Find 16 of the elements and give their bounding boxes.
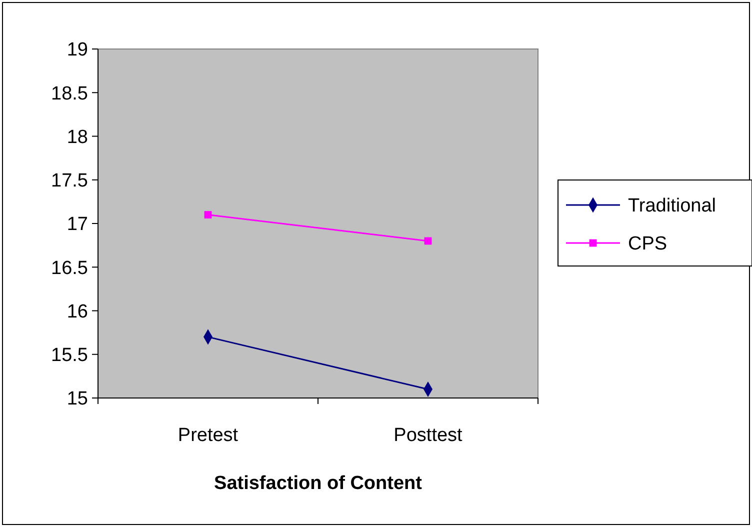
x-tick-label: Pretest [178,425,239,446]
legend-label: Traditional [628,196,716,217]
y-tick-label: 17.5 [51,170,88,192]
point [204,211,212,218]
y-tick-label: 18.5 [51,83,88,104]
y-tick-label: 16 [66,301,88,322]
y-tick-label: 19 [66,40,88,61]
legend-label: CPS [628,234,668,255]
x-axis-title: Satisfaction of Content [214,473,423,494]
y-tick-label: 17 [66,214,88,236]
y-tick-label: 15.5 [51,345,88,366]
x-tick-label: Posttest [394,425,464,446]
y-tick-label: 15 [66,388,88,410]
point [424,237,432,245]
y-tick-label: 16.5 [51,258,88,279]
y-tick-label: 18 [66,126,88,148]
